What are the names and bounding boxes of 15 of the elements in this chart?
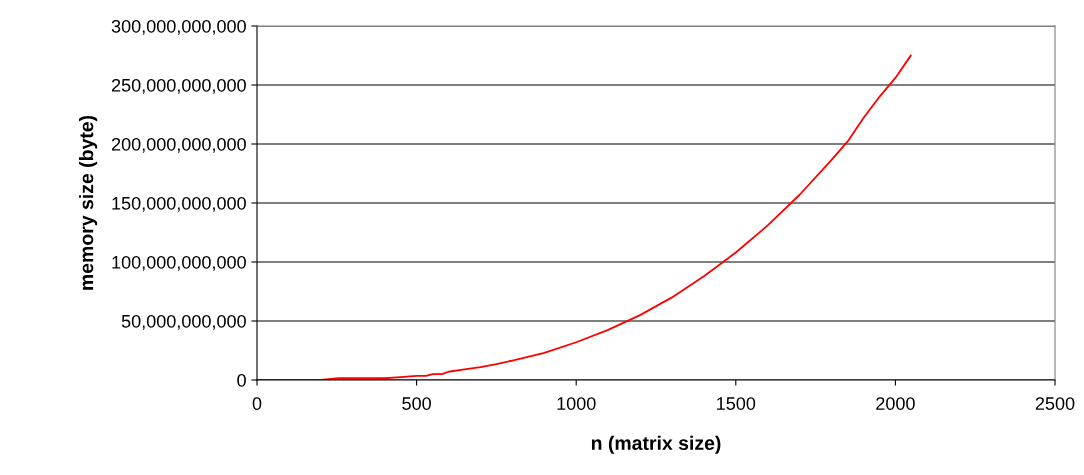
y-tick-label: 150,000,000,000 [112, 196, 246, 212]
x-tick-label: 500 [402, 397, 431, 410]
y-tick-label: 50,000,000,000 [121, 314, 246, 330]
x-tick-label: 1500 [717, 397, 756, 410]
y-tick-label: 250,000,000,000 [111, 78, 246, 94]
x-tick-label: 2500 [1035, 397, 1075, 410]
y-tick-label: 200,000,000,000 [111, 137, 246, 153]
y-tick-label: 100,000,000,000 [112, 255, 246, 271]
x-tick-label: 2000 [876, 397, 915, 410]
x-tick-label: 1000 [557, 397, 596, 410]
y-axis-title: memory size (byte) [79, 115, 98, 290]
x-tick-label: 0 [252, 397, 262, 410]
y-tick-label: 0 [237, 373, 246, 387]
x-axis-title: n (matrix size) [591, 435, 721, 454]
y-tick-label: 300,000,000,000 [111, 19, 246, 35]
